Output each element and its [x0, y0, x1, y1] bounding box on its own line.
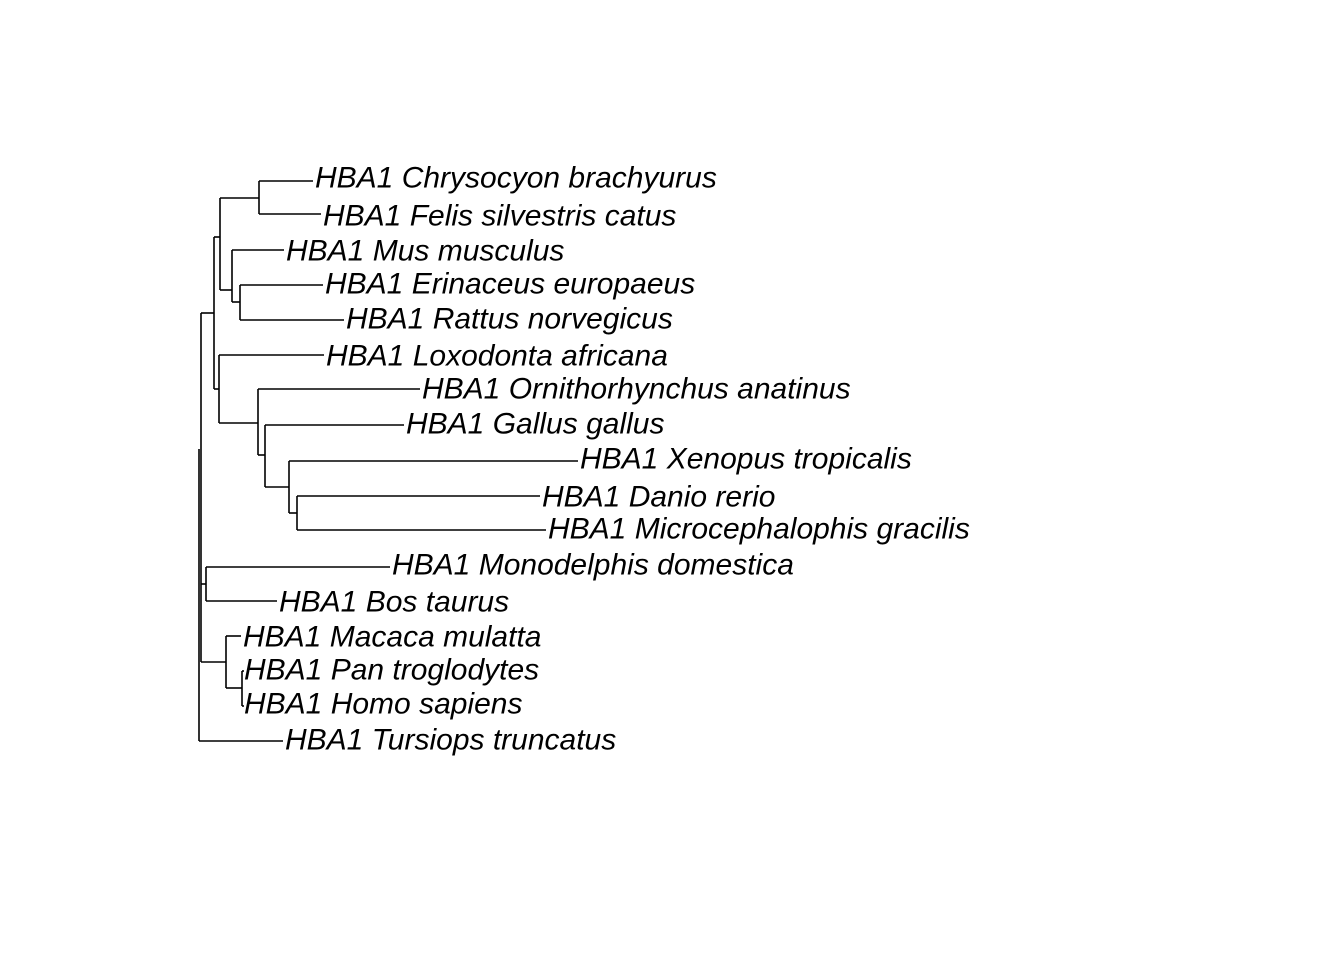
leaf-label-ornithorhynchus: HBA1 Ornithorhynchus anatinus [422, 373, 851, 406]
leaf-label-pan: HBA1 Pan troglodytes [244, 654, 539, 687]
leaf-label-microcephalophis: HBA1 Microcephalophis gracilis [548, 513, 970, 546]
leaf-label-rattus: HBA1 Rattus norvegicus [346, 303, 673, 336]
leaf-label-xenopus: HBA1 Xenopus tropicalis [580, 443, 912, 476]
leaf-label-danio: HBA1 Danio rerio [542, 481, 775, 514]
tree-branches [198, 180, 578, 742]
leaf-label-tursiops: HBA1 Tursiops truncatus [285, 724, 616, 757]
leaf-label-loxodonta: HBA1 Loxodonta africana [326, 340, 668, 373]
tree-labels: HBA1 Chrysocyon brachyurus HBA1 Felis si… [243, 162, 970, 757]
leaf-label-monodelphis: HBA1 Monodelphis domestica [392, 549, 794, 582]
leaf-label-gallus: HBA1 Gallus gallus [406, 408, 664, 441]
leaf-label-homo: HBA1 Homo sapiens [244, 688, 522, 721]
leaf-label-erinaceus: HBA1 Erinaceus europaeus [325, 268, 695, 301]
leaf-label-bos: HBA1 Bos taurus [279, 586, 509, 619]
leaf-label-macaca: HBA1 Macaca mulatta [243, 621, 541, 654]
leaf-label-felis: HBA1 Felis silvestris catus [323, 200, 676, 233]
leaf-label-chrysocyon: HBA1 Chrysocyon brachyurus [315, 162, 717, 195]
leaf-label-mus: HBA1 Mus musculus [286, 235, 564, 268]
